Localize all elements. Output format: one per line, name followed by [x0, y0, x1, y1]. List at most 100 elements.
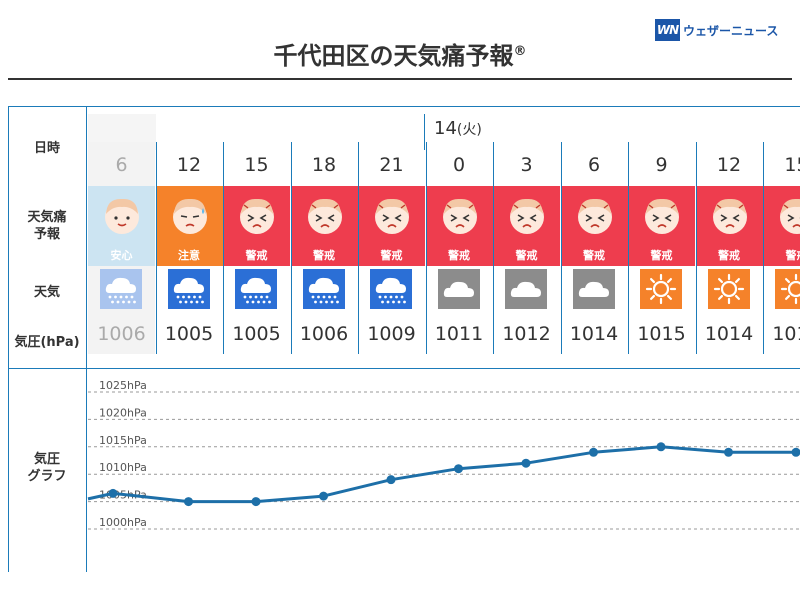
- rain-icon: [235, 269, 277, 309]
- weather-cell: [223, 266, 290, 314]
- row-label-graph-line2: グラフ: [27, 469, 67, 484]
- label-column-border: [86, 106, 87, 572]
- pressure-value: 1009: [367, 323, 416, 345]
- brand-name: ウェザーニュース: [683, 23, 779, 38]
- pain-level-cell: 警戒: [223, 186, 290, 266]
- pain-level-cell: 警戒: [560, 186, 628, 266]
- pain-face-icon: [236, 194, 278, 236]
- date-label: 14(火): [434, 118, 482, 139]
- pain-level-cell: 安心: [88, 186, 155, 266]
- row-label-pain-line1: 天気痛: [27, 210, 67, 225]
- pressure-point: [589, 447, 598, 457]
- column-divider: [425, 142, 427, 354]
- pressure-point: [521, 458, 531, 468]
- pain-face-icon: [776, 194, 800, 236]
- weather-cell: [561, 266, 628, 314]
- hour-label: 21: [379, 154, 404, 176]
- weather-cell: [156, 266, 223, 314]
- column-divider: [763, 142, 764, 354]
- pain-level-label: 警戒: [785, 249, 800, 262]
- column-divider: [628, 142, 629, 354]
- pain-level-label: 警戒: [515, 249, 538, 262]
- hour-label: 6: [115, 154, 128, 176]
- pressure-value: 1011: [434, 323, 484, 345]
- rain-icon: [100, 269, 142, 309]
- row-label-datetime: 日時: [33, 141, 60, 156]
- sun-icon: [707, 269, 750, 309]
- forecast-column: 3 警戒 1012: [493, 142, 560, 354]
- pain-level-cell: 注意: [155, 186, 223, 266]
- hour-label: 12: [176, 154, 202, 176]
- pressure-value: 1014: [569, 323, 619, 345]
- forecast-column: 12 注意 1005: [155, 142, 223, 354]
- pain-level-label: 安心: [110, 249, 133, 262]
- page-title-text: 千代田区の天気痛予報: [273, 42, 514, 70]
- weather-cell: [426, 266, 493, 314]
- forecast-column: 12 警戒 1014: [695, 142, 763, 354]
- weather-cell: [628, 266, 695, 314]
- pressure-point: [454, 464, 463, 474]
- cloud-icon: [437, 269, 480, 309]
- table-graph-divider: [8, 368, 800, 369]
- row-label-pressure: 気圧(hPa): [14, 335, 80, 350]
- y-tick-label: 1000hPa: [99, 516, 147, 529]
- hour-label: 6: [587, 154, 601, 176]
- column-divider: [358, 142, 359, 354]
- row-label-pain-line2: 予報: [33, 227, 60, 242]
- forecast-column: 15 警戒 1005: [223, 142, 290, 354]
- forecast-column: 6 警戒 1014: [560, 142, 628, 354]
- sun-icon: [640, 269, 682, 309]
- hour-label: 15: [784, 154, 800, 176]
- column-divider: [695, 142, 697, 354]
- weather-cell: [763, 266, 800, 314]
- y-tick-label: 1025hPa: [99, 379, 147, 392]
- hour-label: 12: [716, 154, 742, 176]
- pain-face-icon: [439, 194, 481, 236]
- brand-mark: WN: [655, 19, 680, 41]
- pressure-point: [319, 491, 328, 501]
- weather-cell: [493, 266, 560, 314]
- rain-icon: [167, 269, 210, 309]
- forecast-column: 21 警戒 1009: [358, 142, 425, 354]
- forecast-column: 9 警戒 1015: [628, 142, 695, 354]
- pain-level-cell: 警戒: [290, 186, 358, 266]
- y-tick-label: 1010hPa: [99, 461, 147, 474]
- date-strip-day: [156, 114, 800, 150]
- pain-level-label: 警戒: [380, 249, 403, 262]
- forecast-column: 18 警戒 1006: [290, 142, 358, 354]
- pain-face-icon: [709, 194, 751, 236]
- pain-face-icon: [304, 194, 346, 236]
- y-tick-label: 1020hPa: [99, 406, 147, 419]
- weather-cell: [696, 266, 763, 314]
- weather-cell: [291, 266, 358, 314]
- page-title: 千代田区の天気痛予報®: [0, 36, 800, 71]
- pressure-line: [87, 445, 796, 504]
- sun-icon: [775, 269, 800, 309]
- row-label-graph-line1: 気圧: [33, 452, 60, 467]
- pain-level-cell: 警戒: [493, 186, 560, 266]
- pressure-value: 1014: [704, 323, 754, 345]
- pain-face-icon: [641, 194, 683, 236]
- panel-top-border: [8, 106, 800, 107]
- pain-level-label: 警戒: [313, 249, 335, 262]
- forecast-column: 6 安心 1006: [88, 142, 155, 354]
- worried-face-icon: [169, 194, 211, 236]
- panel-left-border: [8, 106, 9, 572]
- row-label-pain: 天気痛 予報: [8, 209, 86, 243]
- smile-face-icon: [101, 194, 143, 236]
- pain-level-cell: 警戒: [763, 186, 800, 266]
- brand-logo[interactable]: WN ウェザーニュース: [655, 17, 778, 43]
- pain-level-label: 警戒: [718, 249, 740, 262]
- pressure-point: [724, 447, 733, 457]
- pain-face-icon: [574, 194, 616, 236]
- weather-cell: [88, 266, 155, 314]
- pain-level-cell: 警戒: [628, 186, 695, 266]
- forecast-panel: 14(火) 日時 天気痛 予報 天気 気圧(hPa) 気圧 グラフ 6 安心 100…: [8, 106, 800, 572]
- pain-level-label: 警戒: [650, 249, 673, 262]
- cloud-icon: [572, 269, 615, 309]
- pressure-point: [184, 497, 193, 507]
- row-label-weather: 天気: [33, 285, 60, 300]
- pressure-value: 1012: [502, 323, 551, 345]
- pressure-point: [386, 475, 396, 485]
- column-divider: [493, 142, 494, 354]
